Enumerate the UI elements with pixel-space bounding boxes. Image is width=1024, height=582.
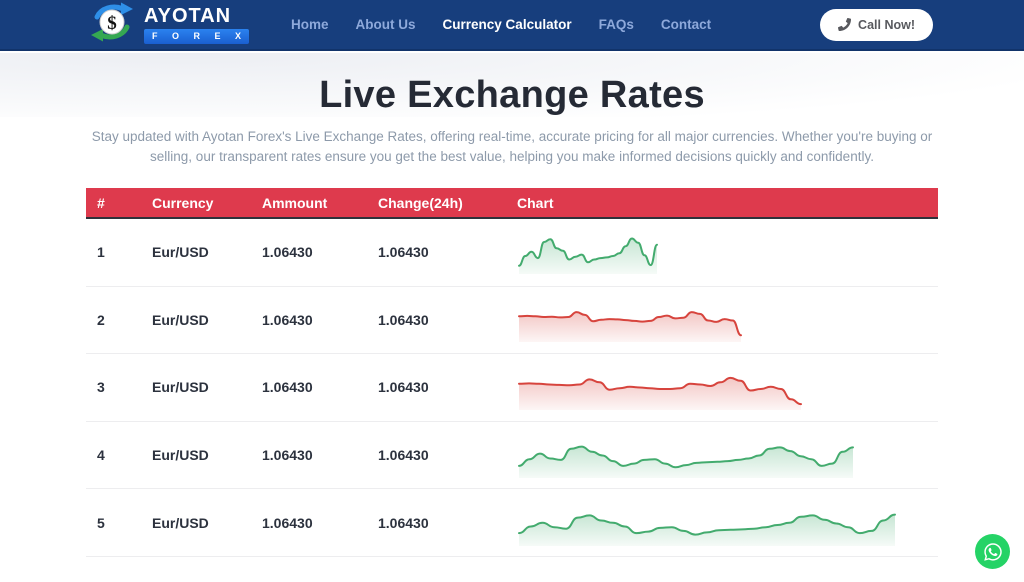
nav-item-contact[interactable]: Contact: [660, 17, 712, 32]
cell-change: 1.06430: [378, 514, 429, 531]
cell-amount: 1.06430: [262, 244, 313, 261]
logo-subtitle: F O R E X: [144, 28, 250, 44]
cell-amount: 1.06430: [262, 514, 313, 531]
call-now-button[interactable]: Call Now!: [820, 8, 933, 41]
cell-amount: 1.06430: [262, 379, 313, 396]
cell-change: 1.06430: [378, 244, 429, 261]
page-title: Live Exchange Rates: [319, 74, 705, 116]
cell-index: 3: [97, 379, 105, 396]
column-header: #: [97, 194, 105, 211]
cell-currency: Eur/USD: [152, 447, 209, 464]
cell-currency: Eur/USD: [152, 379, 209, 396]
logo[interactable]: $ AYOTAN F O R E X: [88, 0, 250, 49]
cell-index: 4: [97, 447, 105, 464]
column-header: Chart: [517, 194, 554, 211]
whatsapp-icon: [983, 542, 1003, 562]
sparkline-chart: [517, 229, 938, 275]
table-row: 5 Eur/USD 1.06430 1.06430: [86, 489, 938, 557]
table-row: 4 Eur/USD 1.06430 1.06430: [86, 422, 938, 490]
cell-change: 1.06430: [378, 379, 429, 396]
sparkline-chart: [517, 297, 938, 343]
sparkline-chart: [517, 431, 938, 479]
cell-amount: 1.06430: [262, 311, 313, 328]
table-body: 1 Eur/USD 1.06430 1.06430 2 Eur/USD 1.06430 1.0…: [86, 219, 938, 557]
nav-item-home[interactable]: Home: [291, 17, 329, 32]
nav-item-faqs[interactable]: FAQs: [598, 17, 634, 32]
column-header: Currency: [152, 194, 214, 211]
cell-amount: 1.06430: [262, 447, 313, 464]
logo-dollar-arrows-icon: $: [88, 0, 136, 49]
table-row: 2 Eur/USD 1.06430 1.06430: [86, 287, 938, 355]
cell-currency: Eur/USD: [152, 244, 209, 261]
navbar: $ AYOTAN F O R E X Home About Us Currency …: [0, 0, 1024, 51]
cell-index: 5: [97, 514, 105, 531]
rates-table: # Currency Ammount Change(24h) Chart 1 Eur/US…: [86, 188, 938, 557]
column-header: Change(24h): [378, 194, 463, 211]
nav-item-about-us[interactable]: About Us: [355, 17, 416, 32]
cell-index: 1: [97, 244, 105, 261]
cell-currency: Eur/USD: [152, 311, 209, 328]
cell-index: 2: [97, 311, 105, 328]
svg-text:$: $: [107, 13, 117, 34]
table-row: 1 Eur/USD 1.06430 1.06430: [86, 219, 938, 287]
hero-section: Live Exchange Rates Stay updated with Ay…: [0, 51, 1024, 167]
cell-change: 1.06430: [378, 447, 429, 464]
whatsapp-button[interactable]: [975, 534, 1010, 569]
phone-icon: [838, 18, 852, 31]
table-header: # Currency Ammount Change(24h) Chart: [86, 188, 938, 219]
table-row: 3 Eur/USD 1.06430 1.06430: [86, 354, 938, 422]
column-header: Ammount: [262, 194, 328, 211]
sparkline-chart: [517, 499, 938, 547]
nav-links: Home About Us Currency Calculator FAQs Conta…: [291, 17, 711, 32]
cell-currency: Eur/USD: [152, 514, 209, 531]
background-wave: [0, 53, 1024, 117]
nav-item-currency-calculator[interactable]: Currency Calculator: [442, 17, 572, 32]
page-description: Stay updated with Ayotan Forex's Live Ex…: [91, 129, 933, 164]
sparkline-chart: [517, 363, 938, 411]
call-now-label: Call Now!: [858, 17, 915, 32]
logo-title: AYOTAN: [144, 4, 232, 27]
cell-change: 1.06430: [378, 311, 429, 328]
